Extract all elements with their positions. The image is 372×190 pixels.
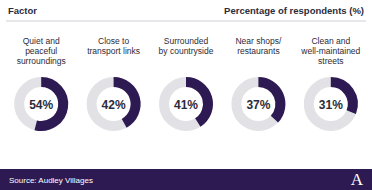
data-label: 37% bbox=[246, 98, 270, 112]
donut-group: Surroundedby countryside bbox=[159, 36, 214, 126]
donut-group: Close totransport links bbox=[87, 36, 140, 126]
chart-root: Factor Percentage of respondents (%) Quiet… bbox=[0, 0, 372, 190]
category-label-line: Close to bbox=[98, 36, 129, 46]
data-label: 54% bbox=[29, 98, 53, 112]
category-label-line: surroundings bbox=[17, 56, 66, 66]
footer-bar bbox=[0, 169, 372, 190]
category-label-line: well-maintained bbox=[300, 46, 360, 56]
logo: A bbox=[351, 170, 364, 189]
donut-track bbox=[92, 82, 136, 126]
donut-group: Near shops/restaurants bbox=[235, 36, 281, 126]
category-label-line: streets bbox=[318, 56, 344, 66]
category-label: Surroundedby countryside bbox=[159, 36, 214, 56]
donut-track bbox=[309, 82, 353, 126]
category-label-line: by countryside bbox=[159, 46, 214, 56]
header-right: Percentage of respondents (%) bbox=[224, 5, 364, 16]
header-divider bbox=[6, 21, 366, 22]
data-label: 42% bbox=[102, 98, 126, 112]
data-label: 41% bbox=[174, 98, 198, 112]
category-label: Close totransport links bbox=[87, 36, 140, 56]
donut-track bbox=[164, 82, 208, 126]
source-note: Source: Audley Villages bbox=[9, 176, 93, 185]
category-label-line: restaurants bbox=[237, 46, 280, 56]
donut-group: Quiet andpeacefulsurroundings bbox=[17, 36, 66, 126]
category-label-line: peaceful bbox=[25, 46, 57, 56]
category-label: Quiet andpeacefulsurroundings bbox=[17, 36, 66, 66]
category-label-line: Clean and bbox=[311, 36, 350, 46]
category-label: Clean andwell-maintainedstreets bbox=[300, 36, 360, 66]
category-label-line: Quiet and bbox=[23, 36, 60, 46]
header-left: Factor bbox=[8, 5, 37, 16]
donut-track bbox=[236, 82, 280, 126]
donut-track bbox=[19, 82, 63, 126]
category-label: Near shops/restaurants bbox=[235, 36, 281, 56]
category-label-line: transport links bbox=[87, 46, 140, 56]
donut-group: Clean andwell-maintainedstreets bbox=[300, 36, 360, 126]
chart-svg: Factor Percentage of respondents (%) Quiet… bbox=[0, 0, 372, 190]
data-label: 31% bbox=[319, 98, 343, 112]
category-label-line: Near shops/ bbox=[235, 36, 281, 46]
category-label-line: Surrounded bbox=[164, 36, 209, 46]
